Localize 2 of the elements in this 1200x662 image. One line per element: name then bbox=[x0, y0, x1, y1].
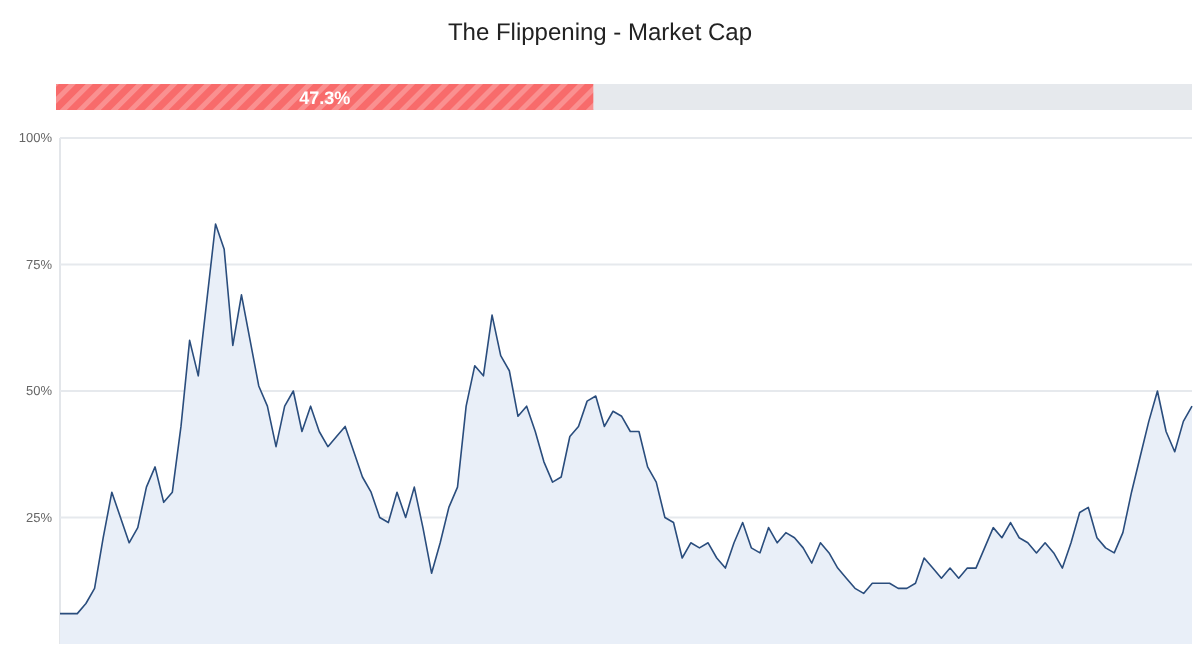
data-label: 47.3% bbox=[299, 88, 351, 108]
text: The Flippening - Market Cap bbox=[447, 18, 753, 46]
